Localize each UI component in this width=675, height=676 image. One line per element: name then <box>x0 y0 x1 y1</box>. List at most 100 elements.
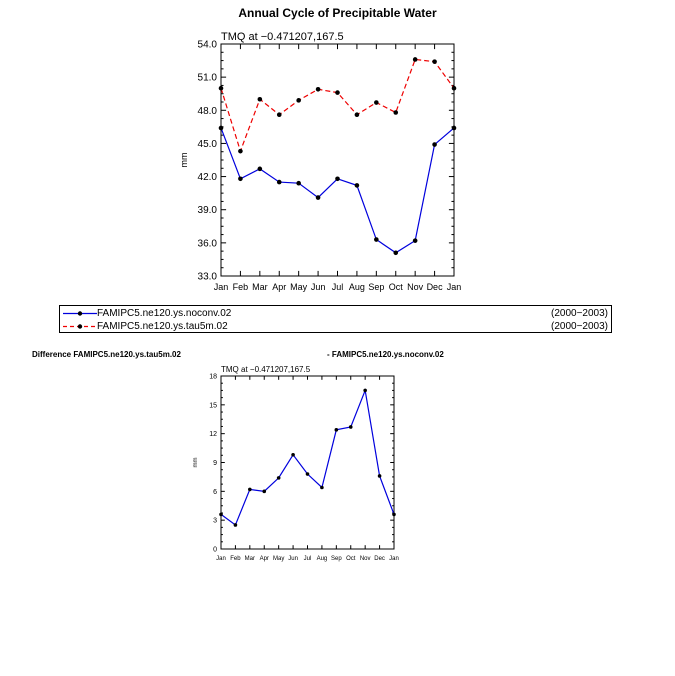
data-point <box>276 112 282 118</box>
series-line <box>220 388 395 526</box>
data-point <box>412 57 418 62</box>
x-tick-label: Oct <box>389 282 404 292</box>
y-tick-label: 9 <box>213 460 217 467</box>
legend-entry-noconv: FAMIPC5.ne120.ys.noconv.02 (2000−2003) <box>60 307 611 320</box>
x-tick-label: Jul <box>304 556 312 562</box>
data-point <box>248 487 252 492</box>
y-tick-label: 45.0 <box>198 139 218 150</box>
data-point <box>374 237 379 242</box>
data-point <box>432 142 437 147</box>
legend-label-noconv: FAMIPC5.ne120.ys.noconv.02 <box>97 308 232 319</box>
y-tick-label: 54.0 <box>198 40 218 51</box>
x-tick-label: Jan <box>216 556 226 562</box>
y-axis-label: mm <box>193 458 199 468</box>
legend-entry-tau5m: FAMIPC5.ne120.ys.tau5m.02 (2000−2003) <box>60 320 611 333</box>
data-point <box>451 85 457 91</box>
x-tick-label: Feb <box>230 556 241 562</box>
difference-title-left: Difference FAMIPC5.ne120.ys.tau5m.02 <box>32 350 181 359</box>
x-tick-label: Sep <box>368 282 384 292</box>
x-tick-label: Aug <box>349 282 365 292</box>
data-point <box>354 183 360 188</box>
data-point <box>451 125 457 131</box>
data-point <box>219 512 223 517</box>
data-point <box>335 176 340 182</box>
x-tick-label: Jan <box>389 556 399 562</box>
y-tick-label: 3 <box>213 518 217 525</box>
x-tick-label: Nov <box>360 556 371 562</box>
data-point <box>296 98 301 103</box>
data-point <box>296 180 301 186</box>
chart-subtitle: TMQ at −0.471207,167.5 <box>221 31 344 43</box>
x-tick-label: Dec <box>427 282 444 292</box>
data-point <box>320 485 324 490</box>
data-point <box>432 59 437 64</box>
x-tick-label: May <box>290 282 308 292</box>
legend-label-tau5m: FAMIPC5.ne120.ys.tau5m.02 <box>97 321 228 332</box>
data-point <box>291 453 295 457</box>
y-tick-label: 36.0 <box>198 238 218 249</box>
plot-frame <box>220 375 395 550</box>
data-point <box>262 489 267 494</box>
x-tick-label: Aug <box>317 556 328 562</box>
data-point <box>315 86 321 92</box>
legend-period-noconv: (2000−2003) <box>551 308 608 319</box>
precipitable-water-chart: TMQ at −0.471207,167.5 mm 33.0 36.0 39.0 42.0… <box>179 31 462 292</box>
x-tick-label: Jan <box>214 282 229 292</box>
y-axis-label: mm <box>179 153 189 168</box>
x-tick-label: Sep <box>331 556 342 562</box>
data-point <box>238 148 243 154</box>
y-tick-label: 18 <box>209 373 217 380</box>
y-tick-label: 0 <box>213 546 217 553</box>
x-tick-label: Jul <box>332 282 344 292</box>
data-point <box>393 250 399 256</box>
x-tick-label: Mar <box>252 282 268 292</box>
data-point <box>392 512 396 517</box>
data-point <box>276 179 282 185</box>
data-point <box>354 112 360 118</box>
x-tick-label: May <box>273 556 284 562</box>
chart-subtitle: TMQ at −0.471207,167.5 <box>221 365 311 374</box>
legend-period-tau5m: (2000−2003) <box>551 321 608 332</box>
page-title: Annual Cycle of Precipitable Water <box>238 6 437 20</box>
x-tick-label: Apr <box>272 282 286 292</box>
data-point <box>374 100 379 105</box>
data-point <box>218 125 224 131</box>
data-point <box>348 425 353 429</box>
data-point <box>363 388 367 393</box>
legend-line-dashed-icon <box>63 324 97 329</box>
data-point <box>305 472 310 476</box>
x-tick-label: Dec <box>374 556 385 562</box>
data-point <box>218 85 224 91</box>
data-point <box>238 176 243 182</box>
data-point <box>257 166 263 172</box>
data-point <box>276 476 281 480</box>
x-tick-label: Nov <box>407 282 424 292</box>
x-tick-label: Jan <box>447 282 462 292</box>
y-tick-label: 6 <box>213 489 217 496</box>
legend: FAMIPC5.ne120.ys.noconv.02 (2000−2003) F… <box>59 305 612 333</box>
y-tick-label: 48.0 <box>198 106 218 117</box>
difference-title-right: - FAMIPC5.ne120.ys.noconv.02 <box>327 350 444 359</box>
data-point <box>233 523 238 527</box>
y-tick-label: 15 <box>209 402 217 409</box>
x-tick-label: Apr <box>260 556 269 562</box>
data-point <box>393 110 399 115</box>
x-tick-label: Oct <box>346 556 356 562</box>
x-tick-label: Mar <box>245 556 255 562</box>
data-point <box>257 96 263 102</box>
y-tick-label: 51.0 <box>198 73 218 84</box>
data-point <box>412 238 418 243</box>
x-tick-label: Feb <box>233 282 249 292</box>
data-point <box>315 195 321 200</box>
x-tick-label: Jun <box>311 282 326 292</box>
data-point <box>334 428 339 432</box>
y-tick-label: 12 <box>209 431 217 438</box>
legend-line-solid-icon <box>63 311 97 316</box>
y-tick-label: 33.0 <box>198 272 218 283</box>
data-point <box>377 474 382 478</box>
data-point <box>335 90 340 95</box>
x-tick-label: Jun <box>288 556 298 562</box>
y-tick-label: 42.0 <box>198 172 218 183</box>
y-tick-label: 39.0 <box>198 205 218 216</box>
